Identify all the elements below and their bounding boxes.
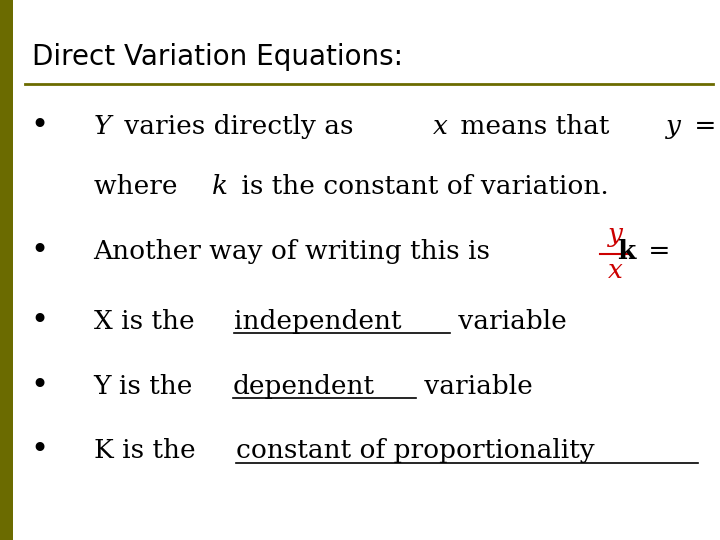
Text: Y is the: Y is the — [94, 374, 202, 399]
Text: Another way of writing this is: Another way of writing this is — [94, 239, 499, 264]
Text: •: • — [30, 111, 49, 143]
Text: X is the: X is the — [94, 309, 202, 334]
Text: varies directly as: varies directly as — [116, 114, 362, 139]
Text: k: k — [212, 174, 228, 199]
Text: =: = — [640, 239, 679, 264]
Text: is the constant of variation.: is the constant of variation. — [233, 174, 608, 199]
Bar — [0, 0, 13, 540]
Text: where: where — [94, 174, 186, 199]
Text: =: = — [685, 114, 720, 139]
Text: y: y — [608, 222, 623, 247]
Text: Y: Y — [94, 114, 111, 139]
Text: •: • — [30, 235, 49, 267]
Text: k: k — [616, 239, 635, 264]
Text: •: • — [30, 370, 49, 402]
Text: K is the: K is the — [94, 438, 204, 463]
Text: constant of proportionality: constant of proportionality — [235, 438, 594, 463]
Text: x: x — [608, 258, 623, 282]
Text: variable: variable — [451, 309, 567, 334]
Text: Direct Variation Equations:: Direct Variation Equations: — [32, 43, 403, 71]
Text: •: • — [30, 435, 49, 467]
Text: dependent: dependent — [233, 374, 374, 399]
Text: independent: independent — [234, 309, 402, 334]
Text: •: • — [30, 306, 49, 337]
Text: x: x — [433, 114, 448, 139]
Text: variable: variable — [416, 374, 533, 399]
Text: means that: means that — [452, 114, 618, 139]
Text: y: y — [666, 114, 681, 139]
